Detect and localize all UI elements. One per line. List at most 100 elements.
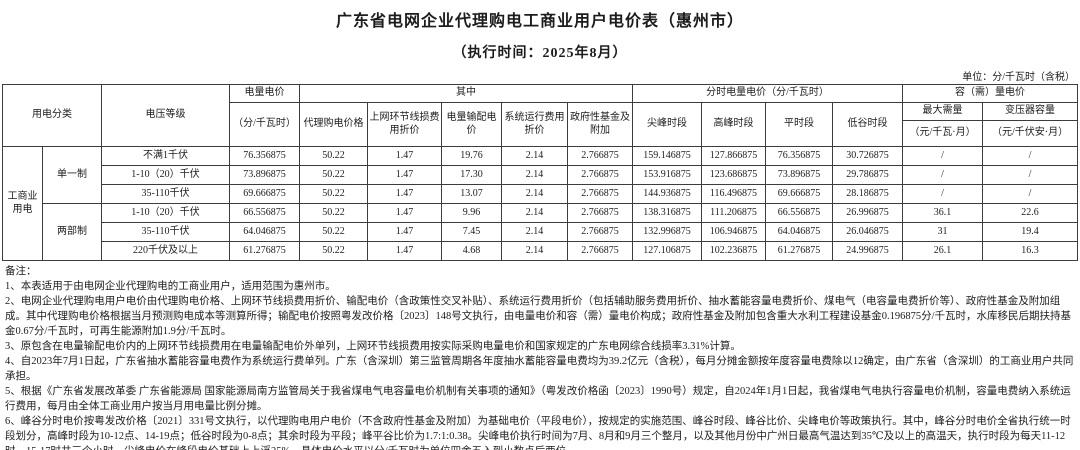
table-cell: 50.22 bbox=[298, 146, 368, 166]
header-row-1: 用电分类 电压等级 电量电价 其中 分时电量电价（分/千瓦时） 容（需）量电价 bbox=[1, 84, 1079, 147]
table-cell: 36.1 bbox=[902, 203, 984, 223]
header-agency-price: 代理购电价格 bbox=[298, 102, 368, 147]
header-grid-line-loss: 上网环节线损费用折价 bbox=[366, 102, 442, 147]
cell-voltage: 1-10（20）千伏 bbox=[100, 203, 230, 223]
notes-label: 备注： bbox=[5, 266, 37, 277]
table-cell: / bbox=[902, 146, 984, 166]
table-cell: 61.276875 bbox=[765, 241, 833, 261]
table-cell: 153.916875 bbox=[632, 165, 702, 185]
table-cell: 28.186875 bbox=[831, 184, 904, 204]
table-cell: 2.766875 bbox=[566, 203, 634, 223]
table-cell: 111.206875 bbox=[701, 203, 766, 223]
cell-voltage: 35-110千伏 bbox=[100, 222, 230, 242]
header-voltage-level: 电压等级 bbox=[100, 84, 230, 147]
note-item-4: 4、自2023年7月1日起，广东省抽水蓄能容量电费作为系统运行费单列。广东（含深… bbox=[5, 356, 1074, 382]
table-cell: / bbox=[902, 165, 984, 185]
table-cell: 50.22 bbox=[298, 222, 368, 242]
table-cell: 4.68 bbox=[440, 241, 502, 261]
table-cell: 2.14 bbox=[500, 184, 568, 204]
page-title: 广东省电网企业代理购电工商业用户电价表（惠州市） bbox=[335, 13, 744, 30]
header-among-which: 其中 bbox=[298, 84, 634, 103]
table-cell: / bbox=[982, 184, 1079, 204]
table-cell: 132.996875 bbox=[632, 222, 702, 242]
table-cell: 2.14 bbox=[500, 146, 568, 166]
table-cell: 50.22 bbox=[298, 184, 368, 204]
notes-section: 备注： 1、本表适用于由电网企业代理购电的工商业用户，适用范围为惠州市。 2、电… bbox=[5, 264, 1075, 450]
note-item-3: 3、原包含在电量输配电价内的上网环节线损费用在电量输配电价外单列，上网环节线损费… bbox=[5, 341, 741, 352]
note-item-1: 1、本表适用于由电网企业代理购电的工商业用户，适用范围为惠州市。 bbox=[5, 281, 336, 292]
note-item-2: 2、电网企业代理购电用户电价由代理购电价格、上网环节线损费用折价、输配电价（含政… bbox=[5, 296, 1072, 337]
table-cell: 2.766875 bbox=[566, 184, 634, 204]
table-cell: 50.22 bbox=[298, 165, 368, 185]
table-cell: 2.766875 bbox=[566, 146, 634, 166]
table-row: 35-110千伏 64.046875 50.22 1.47 7.45 2.14 … bbox=[2, 222, 1079, 242]
cell-category: 工商业用电 bbox=[1, 146, 43, 261]
table-cell: 17.30 bbox=[440, 165, 502, 185]
table-cell: 2.14 bbox=[500, 241, 568, 261]
table-cell: 9.96 bbox=[440, 203, 502, 223]
header-energy-price: 电量电价 bbox=[228, 84, 300, 103]
table-cell: 2.14 bbox=[500, 203, 568, 223]
table-cell: 29.786875 bbox=[831, 165, 904, 185]
table-row: 两部制 1-10（20）千伏 66.556875 50.22 1.47 9.96… bbox=[2, 203, 1079, 261]
header-tou-group: 分时电量电价（分/千瓦时） bbox=[631, 84, 904, 103]
table-cell: / bbox=[982, 146, 1079, 166]
header-system-operation-fee: 系统运行费用折价 bbox=[500, 102, 568, 147]
table-row: 35-110千伏 69.666875 50.22 1.47 13.07 2.14… bbox=[2, 184, 1079, 204]
table-cell: 66.556875 bbox=[228, 203, 300, 223]
table-cell: 26.1 bbox=[902, 241, 984, 261]
table-cell: 2.766875 bbox=[566, 241, 634, 261]
header-transformer-capacity-unit: （元/千伏安·月） bbox=[982, 120, 1079, 147]
table-cell: 1.47 bbox=[366, 222, 442, 242]
table-cell: 19.76 bbox=[440, 146, 502, 166]
header-capacity-group: 容（需）量电价 bbox=[902, 84, 1079, 103]
table-cell: 69.666875 bbox=[765, 184, 833, 204]
table-cell: 30.726875 bbox=[831, 146, 904, 166]
price-table: 用电分类 电压等级 电量电价 其中 分时电量电价（分/千瓦时） 容（需）量电价 … bbox=[1, 84, 1079, 261]
header-flat: 平时段 bbox=[765, 102, 833, 147]
header-sharp-peak: 尖峰时段 bbox=[632, 102, 702, 147]
header-energy-price-unit: （分/千瓦时） bbox=[228, 102, 300, 147]
table-cell: 61.276875 bbox=[228, 241, 300, 261]
table-cell: 73.896875 bbox=[765, 165, 833, 185]
table-cell: 64.046875 bbox=[228, 222, 300, 242]
cell-group-single: 单一制 bbox=[41, 146, 102, 204]
header-peak: 高峰时段 bbox=[701, 102, 766, 147]
table-cell: / bbox=[982, 165, 1079, 185]
table-cell: 1.47 bbox=[366, 146, 442, 166]
table-cell: 159.146875 bbox=[632, 146, 702, 166]
table-cell: 24.996875 bbox=[831, 241, 904, 261]
cell-voltage: 不满1千伏 bbox=[100, 146, 230, 166]
unit-note: 单位：分/千瓦时（含税） bbox=[962, 72, 1075, 83]
table-cell: 127.866875 bbox=[701, 146, 766, 166]
table-cell: 73.896875 bbox=[228, 165, 300, 185]
page-subtitle: （执行时间：2025年8月） bbox=[452, 46, 628, 61]
table-cell: 127.106875 bbox=[632, 241, 702, 261]
table-cell: 2.766875 bbox=[566, 222, 634, 242]
table-cell: 2.766875 bbox=[566, 165, 634, 185]
table-cell: 144.936875 bbox=[632, 184, 702, 204]
header-gov-funds: 政府性基金及附加 bbox=[566, 102, 634, 147]
table-cell: 26.046875 bbox=[831, 222, 904, 242]
table-row: 220千伏及以上 61.276875 50.22 1.47 4.68 2.14 … bbox=[2, 241, 1079, 261]
table-cell: 1.47 bbox=[366, 241, 442, 261]
note-item-6: 6、峰谷分时电价按粤发改价格〔2021〕331号文执行，以代理购电用户电价（不含… bbox=[5, 416, 1071, 450]
table-cell: 116.496875 bbox=[701, 184, 766, 204]
table-cell: 26.996875 bbox=[831, 203, 904, 223]
table-cell: 64.046875 bbox=[765, 222, 833, 242]
note-item-5: 5、根据《广东省发展改革委 广东省能源局 国家能源局南方监管局关于我省煤电气电容… bbox=[5, 386, 1071, 412]
table-cell: / bbox=[902, 184, 984, 204]
header-transformer-capacity: 变压器容量 bbox=[982, 102, 1079, 121]
cell-voltage: 220千伏及以上 bbox=[100, 241, 230, 261]
header-max-demand-unit: （元/千瓦·月） bbox=[902, 120, 984, 147]
table-cell: 76.356875 bbox=[765, 146, 833, 166]
table-cell: 76.356875 bbox=[228, 146, 300, 166]
table-cell: 69.666875 bbox=[228, 184, 300, 204]
table-cell: 2.14 bbox=[500, 222, 568, 242]
table-cell: 102.236875 bbox=[701, 241, 766, 261]
table-cell: 1.47 bbox=[366, 203, 442, 223]
table-cell: 2.14 bbox=[500, 165, 568, 185]
table-cell: 31 bbox=[902, 222, 984, 242]
header-row-2: （分/千瓦时） 代理购电价格 上网环节线损费用折价 电量输配电价 系统运行费用折… bbox=[2, 102, 1079, 147]
table-cell: 138.316875 bbox=[632, 203, 702, 223]
